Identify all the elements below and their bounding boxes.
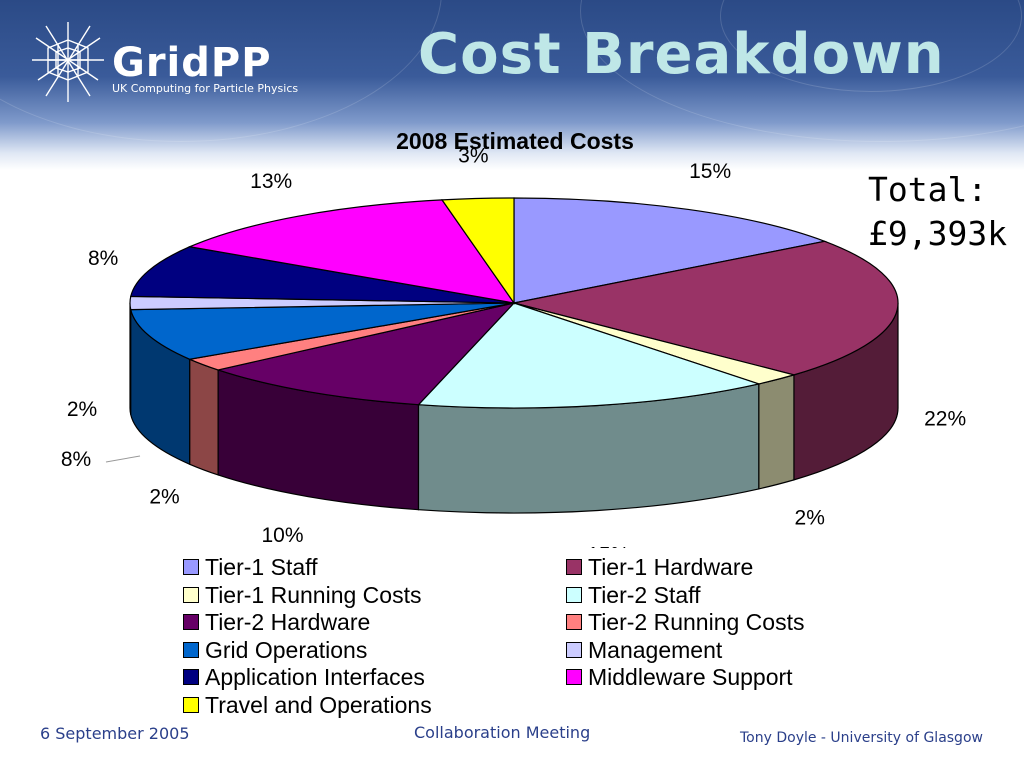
legend-label: Grid Operations bbox=[205, 636, 368, 663]
pie-slice-tier-2-staff bbox=[417, 302, 762, 409]
pie-label: 2% bbox=[795, 507, 825, 530]
logo-subtitle: UK Computing for Particle Physics bbox=[112, 82, 299, 95]
legend-item: Tier-2 Hardware bbox=[183, 609, 370, 636]
legend-item: Tier-2 Running Costs bbox=[566, 609, 804, 636]
legend-swatch bbox=[183, 696, 199, 713]
logo-text: GridPP bbox=[112, 40, 272, 86]
pie-label: 13% bbox=[250, 170, 292, 193]
legend-swatch bbox=[183, 641, 199, 658]
pie-top bbox=[129, 197, 899, 409]
legend-swatch bbox=[183, 669, 199, 686]
legend-item: Grid Operations bbox=[183, 637, 367, 664]
pie-sides bbox=[129, 302, 899, 514]
legend-label: Tier-1 Staff bbox=[205, 554, 318, 580]
legend-label: Middleware Support bbox=[588, 664, 793, 690]
pie-slice-tier-2-hardware bbox=[215, 301, 516, 406]
legend-item: Tier-2 Staff bbox=[566, 582, 700, 609]
pie-label: 2% bbox=[67, 398, 97, 421]
total-cost: Total: £9,393k bbox=[868, 168, 1007, 256]
pie-slice-tier-1-hardware bbox=[513, 240, 899, 376]
grid-logo-icon bbox=[32, 22, 104, 102]
legend-swatch bbox=[566, 669, 582, 686]
legend-swatch bbox=[183, 586, 199, 603]
legend-label: Tier-2 Hardware bbox=[205, 609, 371, 635]
legend-label: Tier-2 Running Costs bbox=[588, 609, 805, 635]
legend-label: Management bbox=[588, 636, 723, 663]
legend-label: Tier-1 Hardware bbox=[588, 554, 754, 580]
legend-item: Application Interfaces bbox=[183, 664, 425, 691]
legend-label: Application Interfaces bbox=[205, 664, 425, 690]
pie-label: 22% bbox=[924, 407, 966, 430]
pie-slice-application-interfaces bbox=[130, 246, 515, 304]
footer-author: Tony Doyle - University of Glasgow bbox=[740, 730, 983, 746]
legend-label: Tier-1 Running Costs bbox=[205, 581, 422, 608]
pie-label: 10% bbox=[262, 524, 304, 547]
pie-slice-middleware-support bbox=[187, 199, 516, 304]
pie-labels: 15%22%2%15%10%2%8%2%8%13%3% bbox=[61, 145, 966, 567]
pie-slice-grid-operations bbox=[130, 302, 515, 360]
total-value: £9,393k bbox=[868, 214, 1008, 253]
footer-date: 6 September 2005 bbox=[40, 724, 190, 743]
legend-swatch bbox=[183, 614, 199, 631]
legend-swatch bbox=[183, 559, 199, 576]
page-title: Cost Breakdown bbox=[418, 22, 945, 87]
chart-legend: Tier-1 Staff Tier-1 Hardware Tier-1 Runnin… bbox=[128, 548, 892, 719]
legend-item: Management bbox=[566, 637, 722, 664]
total-label: Total: bbox=[868, 170, 988, 209]
label-leader-line bbox=[105, 455, 141, 463]
legend-item: Tier-1 Running Costs bbox=[183, 582, 421, 609]
gridpp-logo bbox=[28, 18, 328, 108]
slide-header bbox=[0, 0, 1024, 170]
pie-slice-travel-and-operations bbox=[440, 197, 515, 305]
legend-item: Travel and Operations bbox=[183, 692, 432, 719]
legend-item: Tier-1 Staff bbox=[183, 554, 317, 581]
legend-swatch bbox=[566, 586, 582, 603]
legend-label: Travel and Operations bbox=[205, 691, 432, 718]
legend-swatch bbox=[566, 559, 582, 576]
legend-swatch bbox=[566, 641, 582, 658]
pie-label: 8% bbox=[61, 448, 91, 471]
legend-item: Tier-1 Hardware bbox=[566, 554, 753, 581]
chart-title: 2008 Estimated Costs bbox=[396, 128, 634, 154]
pie-slice-tier-1-staff bbox=[513, 197, 827, 304]
pie-label: 15% bbox=[689, 160, 731, 183]
legend-swatch bbox=[566, 614, 582, 631]
footer-event: Collaboration Meeting bbox=[414, 723, 591, 742]
pie-label: 8% bbox=[88, 247, 118, 270]
pie-side-tier-1-running-costs bbox=[758, 374, 795, 490]
pie-label: 3% bbox=[458, 145, 488, 168]
legend-label: Tier-2 Staff bbox=[588, 581, 701, 608]
legend-item: Middleware Support bbox=[566, 664, 793, 691]
pie-side-tier-2-running-costs bbox=[189, 358, 219, 476]
pie-label: 2% bbox=[149, 486, 179, 509]
